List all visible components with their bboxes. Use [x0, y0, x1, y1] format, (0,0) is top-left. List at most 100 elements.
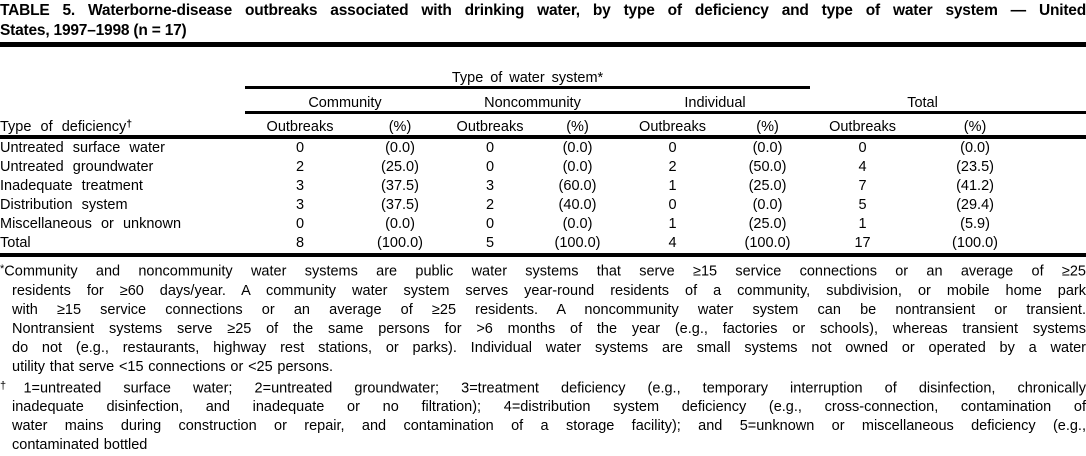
col-header-pct-individual: (%)	[725, 112, 811, 139]
asterisk-marker: *	[0, 263, 5, 275]
footnote-line: residents for ≥60 days/year. A community…	[12, 282, 1086, 299]
cell-total-pct: (5.9)	[960, 216, 990, 232]
spacer	[1035, 112, 1086, 139]
water-system-span-header: Type of water system*	[245, 63, 811, 89]
cell-total-outbreaks: 0	[858, 140, 867, 156]
spacer	[1035, 234, 1086, 257]
col-header-outbreaks-community: Outbreaks	[245, 112, 355, 139]
cell-total-outbreaks: 1	[858, 216, 867, 232]
footnote-text: Community and noncommunity water systems…	[4, 263, 1086, 280]
column-header-row: Type of deficiency† Outbreaks (%) Outbre…	[0, 112, 1086, 139]
cell-total-pct: (23.5)	[956, 159, 994, 175]
spacer	[1035, 158, 1086, 177]
footnote-text: 1=untreated surface water; 2=untreated g…	[23, 380, 1086, 396]
cell-community-outbreaks: 0	[295, 216, 305, 232]
spacer	[1035, 177, 1086, 196]
col-header-pct-noncommunity: (%)	[535, 112, 620, 139]
spacer	[810, 63, 1035, 87]
deficiency-column-header: Type of deficiency†	[0, 112, 245, 139]
page-title-line-2: States, 1997–1998 (n = 17)	[0, 21, 187, 39]
cell-individual-pct: (100.0)	[725, 234, 811, 257]
table-row-untreated-surface-water: Untreated surface water 0 (0.0) 0 (0.0) …	[0, 137, 1086, 158]
spacer	[1035, 196, 1086, 215]
row-label: Distribution system	[0, 197, 128, 213]
row-label: Miscellaneous or unknown	[0, 216, 182, 232]
cell-individual-outbreaks: 2	[668, 159, 677, 175]
col-header-pct-community: (%)	[355, 112, 445, 139]
group-header-total: Total	[810, 87, 1036, 114]
cell-individual-pct: (0.0)	[752, 140, 783, 156]
cell-noncommunity-outbreaks: 0	[485, 159, 495, 175]
footnotes: *Community and noncommunity water system…	[0, 260, 1086, 455]
cell-noncommunity-outbreaks: 2	[485, 197, 495, 213]
spacer	[1035, 63, 1086, 87]
footnote-line: *Community and noncommunity water system…	[0, 260, 1086, 282]
footnote-line: inadequate disinfection, and inadequate …	[12, 399, 1086, 415]
cell-community-outbreaks: 8	[245, 234, 355, 257]
footnote-deficiency-codes: †1=untreated surface water; 2=untreated …	[0, 377, 1086, 456]
page-title: TABLE 5. Waterborne-disease outbreaks as…	[0, 0, 1086, 40]
row-label: Total	[0, 234, 245, 257]
cell-community-pct: (0.0)	[385, 216, 415, 232]
row-label: Untreated groundwater	[0, 159, 154, 175]
cell-noncommunity-pct: (40.0)	[558, 197, 597, 213]
cell-total-outbreaks: 4	[858, 159, 867, 175]
col-header-pct-total: (%)	[915, 112, 1036, 139]
cell-individual-outbreaks: 4	[620, 234, 725, 257]
cell-total-outbreaks: 7	[858, 178, 867, 194]
title-rule	[0, 42, 1086, 47]
cell-community-pct: (37.5)	[381, 197, 419, 213]
group-header-individual: Individual	[620, 87, 811, 114]
cell-noncommunity-pct: (0.0)	[562, 140, 593, 156]
deficiency-column-header-label: Type of deficiency	[0, 119, 127, 135]
table-row-untreated-groundwater: Untreated groundwater 2 (25.0) 0 (0.0) 2…	[0, 158, 1086, 177]
col-header-outbreaks-individual: Outbreaks	[620, 112, 725, 139]
spacer	[0, 63, 245, 87]
cell-community-outbreaks: 3	[295, 197, 305, 213]
dagger-marker: †	[0, 379, 24, 392]
cell-individual-outbreaks: 0	[668, 140, 677, 156]
cell-community-pct: (37.5)	[381, 178, 419, 194]
group-header-noncommunity: Noncommunity	[445, 87, 620, 114]
footnote-line: †1=untreated surface water; 2=untreated …	[0, 377, 1086, 399]
cell-total-pct: (41.2)	[956, 178, 994, 194]
footnote-line: with ≥15 service connections or an avera…	[12, 301, 1086, 318]
cell-noncommunity-outbreaks: 0	[485, 216, 495, 232]
cell-individual-outbreaks: 1	[668, 178, 677, 194]
footnote-water-systems: *Community and noncommunity water system…	[0, 260, 1086, 377]
table-row-inadequate-treatment: Inadequate treatment 3 (37.5) 3 (60.0) 1…	[0, 177, 1086, 196]
cell-noncommunity-pct: (100.0)	[535, 234, 620, 257]
cell-noncommunity-pct: (0.0)	[562, 159, 593, 175]
cell-community-pct: (100.0)	[355, 234, 445, 257]
cell-individual-pct: (0.0)	[752, 197, 783, 213]
spacer	[1035, 137, 1086, 158]
row-label: Inadequate treatment	[0, 178, 143, 194]
cell-community-outbreaks: 3	[295, 178, 305, 194]
cell-noncommunity-pct: (0.0)	[562, 216, 593, 232]
table-row-miscellaneous-or-unknown: Miscellaneous or unknown 0 (0.0) 0 (0.0)…	[0, 215, 1086, 234]
cell-noncommunity-outbreaks: 0	[485, 140, 495, 156]
cell-individual-outbreaks: 1	[668, 216, 677, 232]
span-header-row: Type of water system*	[0, 63, 1086, 89]
dagger-marker: †	[126, 118, 133, 130]
cell-individual-pct: (50.0)	[748, 159, 787, 175]
footnote-line: do not (e.g., restaurants, highway rest …	[12, 339, 1086, 356]
cell-individual-outbreaks: 0	[668, 197, 677, 213]
footnote-line: contaminated bottled	[12, 437, 148, 453]
cell-community-outbreaks: 2	[295, 159, 305, 175]
group-header-community: Community	[245, 87, 445, 114]
col-header-outbreaks-total: Outbreaks	[810, 112, 916, 139]
table-row-total: Total 8 (100.0) 5 (100.0) 4 (100.0) 17 (…	[0, 234, 1086, 257]
footnote-line: water mains during construction or repai…	[12, 418, 1086, 434]
cell-total-pct: (100.0)	[915, 234, 1036, 257]
spacer	[1035, 215, 1086, 234]
cell-community-outbreaks: 0	[295, 140, 305, 156]
footnote-line: Nontransient systems serve ≥25 of the sa…	[12, 320, 1086, 337]
table-row-distribution-system: Distribution system 3 (37.5) 2 (40.0) 0 …	[0, 196, 1086, 215]
cell-community-pct: (25.0)	[381, 159, 419, 175]
spacer	[0, 87, 245, 112]
cell-noncommunity-outbreaks: 5	[445, 234, 535, 257]
cell-total-pct: (0.0)	[960, 140, 990, 156]
outbreaks-table: Type of water system* Community Noncommu…	[0, 63, 1086, 257]
cell-individual-pct: (25.0)	[748, 216, 787, 232]
